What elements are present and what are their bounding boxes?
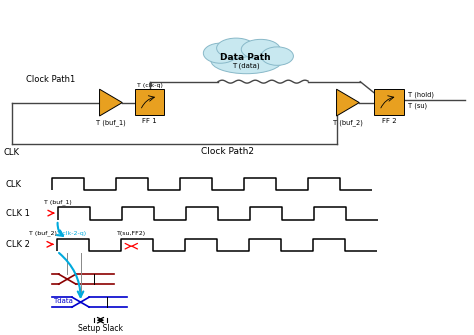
Text: T(su,FF2): T(su,FF2) [117, 231, 146, 236]
Polygon shape [337, 89, 359, 116]
Text: T (clk-q): T (clk-q) [137, 83, 163, 88]
Text: T (hold): T (hold) [408, 92, 434, 98]
Text: Setup Slack: Setup Slack [78, 324, 123, 333]
Text: CLK 2: CLK 2 [6, 241, 29, 250]
Text: CLK: CLK [6, 180, 22, 189]
FancyBboxPatch shape [135, 89, 164, 115]
Text: FF 2: FF 2 [382, 118, 396, 124]
Text: T (buf_2): T (buf_2) [333, 119, 363, 126]
Text: Tdata: Tdata [53, 298, 73, 304]
Ellipse shape [211, 48, 282, 74]
Text: FF 1: FF 1 [142, 118, 157, 124]
Text: Clock Path1: Clock Path1 [26, 75, 75, 84]
Text: T (buf_2): T (buf_2) [28, 231, 56, 237]
Text: CLK 1: CLK 1 [6, 209, 29, 218]
Text: CLK: CLK [4, 148, 20, 157]
Polygon shape [100, 89, 122, 116]
Text: T (buf_1): T (buf_1) [96, 119, 126, 126]
Ellipse shape [217, 38, 255, 58]
Ellipse shape [261, 47, 293, 65]
Text: T (su): T (su) [408, 102, 427, 109]
Text: T(clk-2-q): T(clk-2-q) [57, 231, 88, 236]
FancyBboxPatch shape [374, 89, 404, 115]
Text: T (buf_1): T (buf_1) [44, 200, 72, 205]
Text: Clock Path2: Clock Path2 [201, 147, 254, 156]
Ellipse shape [241, 40, 280, 60]
Ellipse shape [203, 43, 237, 63]
Text: T (data): T (data) [232, 62, 259, 69]
Text: Data Path: Data Path [220, 53, 271, 62]
